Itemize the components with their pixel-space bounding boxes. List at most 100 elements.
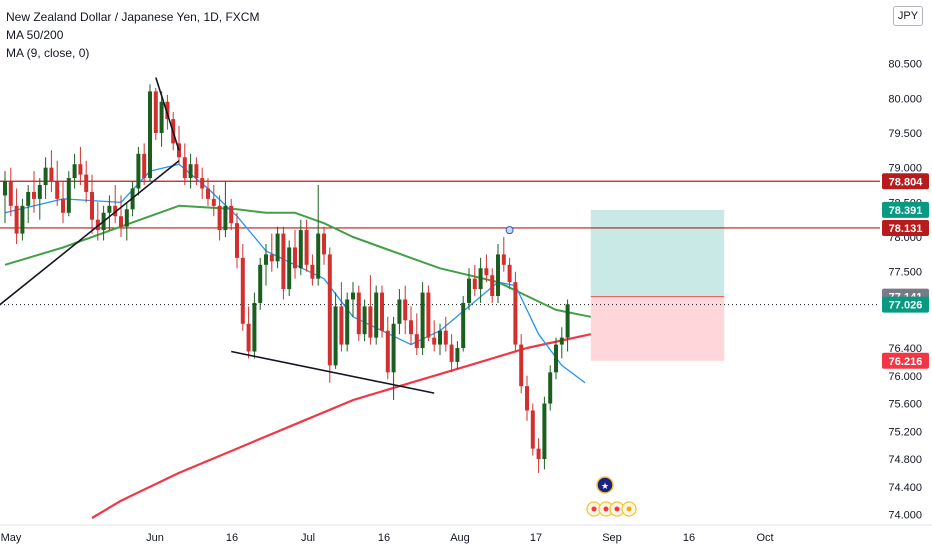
candle <box>507 257 512 290</box>
candle-body <box>316 233 321 279</box>
candle-body <box>229 205 234 224</box>
candle <box>513 271 518 352</box>
candle-body <box>246 323 251 352</box>
candle <box>95 202 100 241</box>
economic-event-dot-icon <box>626 506 632 512</box>
candle <box>409 306 413 345</box>
candle <box>443 316 448 352</box>
candle-body <box>438 330 442 345</box>
candle <box>530 403 535 456</box>
loss-zone <box>590 296 725 361</box>
x-tick-label: Sep <box>602 532 622 544</box>
candle <box>200 167 205 199</box>
candle-body <box>345 299 350 345</box>
candle-body <box>542 403 547 460</box>
candle-body <box>148 91 152 179</box>
candle <box>211 185 216 217</box>
candle-body <box>275 233 280 262</box>
candle-body <box>72 164 77 179</box>
ma-50-200-label[interactable]: MA 50/200 <box>6 28 64 42</box>
ma-9-label[interactable]: MA (9, close, 0) <box>6 46 90 60</box>
candle <box>554 337 558 380</box>
candle <box>362 299 367 342</box>
currency-badge[interactable]: JPY <box>893 6 923 26</box>
candle-body <box>519 344 524 387</box>
candle-body <box>217 205 222 231</box>
candle-body <box>304 230 309 265</box>
candle-body <box>235 223 239 258</box>
candle-body <box>513 282 518 345</box>
candle <box>55 160 60 206</box>
candle-body <box>484 268 489 276</box>
candle-body <box>333 306 338 366</box>
price-label-badge: 78.131 <box>882 219 929 236</box>
y-tick-label: 80.500 <box>888 59 922 71</box>
ma-200-line <box>91 333 592 519</box>
candle-body <box>159 101 164 133</box>
x-tick-label: Aug <box>450 532 470 544</box>
price-label-bg <box>882 219 929 236</box>
y-tick-label: 79.500 <box>888 128 922 140</box>
candle <box>188 153 193 189</box>
candle-body <box>194 164 199 179</box>
price-label-text: 77.026 <box>889 300 923 312</box>
x-tick-label: May <box>1 532 22 544</box>
y-tick-label: 74.400 <box>888 482 922 494</box>
y-tick-label: 75.600 <box>888 399 922 411</box>
candle-body <box>153 91 158 133</box>
candle <box>385 316 390 380</box>
candle <box>72 153 77 189</box>
candle <box>310 254 315 286</box>
candle-body <box>501 254 506 265</box>
candle <box>345 292 350 352</box>
candle-body <box>293 247 297 269</box>
candle <box>559 327 564 359</box>
candle-body <box>385 330 390 373</box>
candle-body <box>211 198 216 206</box>
candle <box>153 87 158 140</box>
y-tick-label: 79.000 <box>888 163 922 175</box>
candle-body <box>432 337 437 345</box>
candle-body <box>414 334 419 349</box>
candle-body <box>461 302 466 349</box>
candle <box>455 341 460 369</box>
candle-body <box>206 188 210 199</box>
y-tick-label: 77.500 <box>888 267 922 279</box>
long-position-tool[interactable] <box>590 209 725 361</box>
candle <box>432 320 437 352</box>
price-label-bg <box>882 296 929 313</box>
candle-body <box>559 337 564 345</box>
candle-body <box>565 304 570 338</box>
candle-body <box>426 292 431 338</box>
trendline-1 <box>155 77 180 151</box>
candle <box>536 438 541 473</box>
candle <box>3 171 7 224</box>
candle <box>356 285 361 342</box>
candle-body <box>142 153 147 179</box>
price-axis[interactable]: 80.50080.00079.50079.00078.50078.00077.5… <box>882 59 929 522</box>
candle <box>240 243 245 331</box>
candle-body <box>107 205 112 213</box>
candle <box>501 237 506 272</box>
candle <box>293 230 297 279</box>
candle <box>252 292 257 359</box>
candle-body <box>14 205 19 234</box>
candle <box>351 282 355 317</box>
candle-body <box>252 302 257 352</box>
candle-body <box>8 181 13 206</box>
candle <box>281 226 286 300</box>
y-tick-label: 80.000 <box>888 93 922 105</box>
candle <box>182 143 187 186</box>
candle <box>542 396 547 470</box>
profit-zone <box>590 209 725 297</box>
candle-body <box>310 264 315 279</box>
candle-body <box>264 254 268 265</box>
candle-body <box>455 348 460 362</box>
time-axis[interactable]: May Jun 16 Jul 16 Aug 17 Sep 16 Oct <box>1 532 774 544</box>
candle <box>374 285 379 345</box>
candle-body <box>200 178 205 189</box>
symbol-title[interactable]: New Zealand Dollar / Japanese Yen, 1D, F… <box>6 10 260 24</box>
candle-body <box>554 344 558 373</box>
candle <box>525 375 529 421</box>
